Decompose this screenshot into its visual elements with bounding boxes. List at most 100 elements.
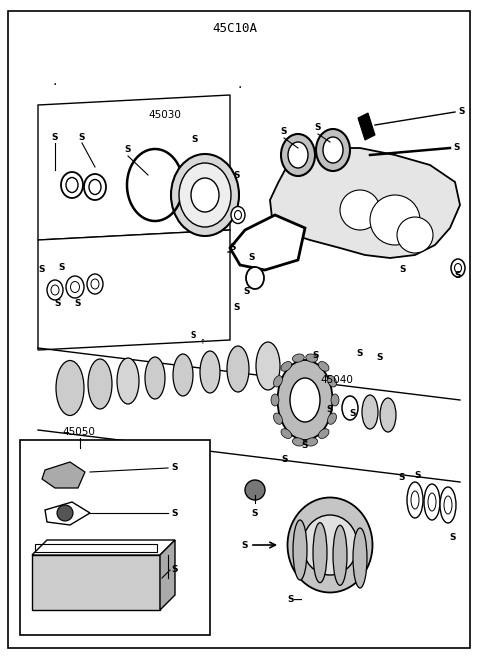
Polygon shape xyxy=(38,230,230,350)
Ellipse shape xyxy=(318,429,329,438)
Text: S: S xyxy=(377,353,383,363)
Text: S: S xyxy=(357,350,363,359)
Text: S: S xyxy=(52,133,58,141)
Text: S: S xyxy=(455,271,461,279)
Ellipse shape xyxy=(235,210,241,219)
Text: ·: · xyxy=(238,81,242,95)
Circle shape xyxy=(340,190,380,230)
Ellipse shape xyxy=(281,134,315,176)
Ellipse shape xyxy=(331,394,339,406)
Polygon shape xyxy=(45,502,90,525)
Text: S: S xyxy=(327,405,333,415)
Text: S: S xyxy=(230,244,236,252)
Ellipse shape xyxy=(47,280,63,300)
Ellipse shape xyxy=(342,396,358,420)
Ellipse shape xyxy=(292,438,304,446)
Polygon shape xyxy=(42,462,85,488)
Ellipse shape xyxy=(281,429,292,438)
Ellipse shape xyxy=(179,163,231,227)
Ellipse shape xyxy=(306,438,318,446)
Text: S: S xyxy=(75,298,81,307)
Ellipse shape xyxy=(281,361,292,371)
Text: S: S xyxy=(172,509,178,518)
Ellipse shape xyxy=(288,497,372,593)
Text: S: S xyxy=(399,474,405,482)
Ellipse shape xyxy=(231,206,245,223)
Ellipse shape xyxy=(288,142,308,168)
Text: S: S xyxy=(55,298,61,307)
Text: S: S xyxy=(172,566,178,574)
Ellipse shape xyxy=(61,172,83,198)
Ellipse shape xyxy=(117,358,139,404)
Ellipse shape xyxy=(411,491,419,509)
Circle shape xyxy=(397,217,433,253)
Text: S: S xyxy=(415,470,421,480)
Ellipse shape xyxy=(327,413,336,424)
Ellipse shape xyxy=(89,179,101,194)
Text: S: S xyxy=(282,455,288,464)
Text: S: S xyxy=(302,440,308,449)
Text: S: S xyxy=(450,533,456,543)
Text: S: S xyxy=(400,265,406,275)
Ellipse shape xyxy=(171,154,239,236)
Ellipse shape xyxy=(292,354,304,362)
Text: S: S xyxy=(315,124,321,133)
Ellipse shape xyxy=(277,360,333,440)
Text: 45C10A: 45C10A xyxy=(213,22,257,35)
Ellipse shape xyxy=(407,482,423,518)
Ellipse shape xyxy=(362,395,378,429)
Ellipse shape xyxy=(290,378,320,422)
Ellipse shape xyxy=(380,398,396,432)
Text: ↑: ↑ xyxy=(200,339,206,345)
Ellipse shape xyxy=(313,523,327,583)
Circle shape xyxy=(57,505,73,521)
Ellipse shape xyxy=(191,178,219,212)
Ellipse shape xyxy=(293,520,307,580)
Ellipse shape xyxy=(271,394,279,406)
Text: S: S xyxy=(39,265,45,275)
Text: S: S xyxy=(453,143,459,152)
Ellipse shape xyxy=(316,129,350,171)
Ellipse shape xyxy=(274,413,282,424)
Ellipse shape xyxy=(173,354,193,396)
Polygon shape xyxy=(270,148,460,258)
Text: S: S xyxy=(458,108,465,116)
Text: S: S xyxy=(192,135,198,145)
Polygon shape xyxy=(160,540,175,610)
Ellipse shape xyxy=(66,276,84,298)
Text: S: S xyxy=(79,133,85,141)
Ellipse shape xyxy=(318,361,329,371)
Ellipse shape xyxy=(87,274,103,294)
Text: S: S xyxy=(252,509,258,518)
Polygon shape xyxy=(230,215,305,270)
Ellipse shape xyxy=(274,376,282,387)
Bar xyxy=(20,440,210,635)
Ellipse shape xyxy=(66,177,78,193)
Text: 45040: 45040 xyxy=(320,375,353,385)
Ellipse shape xyxy=(256,342,280,390)
Circle shape xyxy=(370,195,420,245)
Ellipse shape xyxy=(200,351,220,393)
Text: S—: S— xyxy=(287,595,303,604)
Ellipse shape xyxy=(145,357,165,399)
Ellipse shape xyxy=(84,174,106,200)
Text: S: S xyxy=(172,463,178,472)
Ellipse shape xyxy=(428,493,436,511)
Ellipse shape xyxy=(455,263,461,273)
Ellipse shape xyxy=(323,137,343,163)
Text: S: S xyxy=(125,145,131,154)
Text: S: S xyxy=(313,350,319,359)
Ellipse shape xyxy=(56,361,84,415)
Text: S: S xyxy=(249,254,255,263)
Text: 45050: 45050 xyxy=(62,427,95,437)
Ellipse shape xyxy=(246,267,264,289)
Ellipse shape xyxy=(227,346,249,392)
Text: ·: · xyxy=(53,78,57,92)
Bar xyxy=(35,544,157,552)
Text: S: S xyxy=(234,171,240,179)
Text: S: S xyxy=(281,127,287,137)
Ellipse shape xyxy=(440,487,456,523)
Ellipse shape xyxy=(444,496,452,514)
Ellipse shape xyxy=(91,279,99,289)
Polygon shape xyxy=(38,95,230,240)
